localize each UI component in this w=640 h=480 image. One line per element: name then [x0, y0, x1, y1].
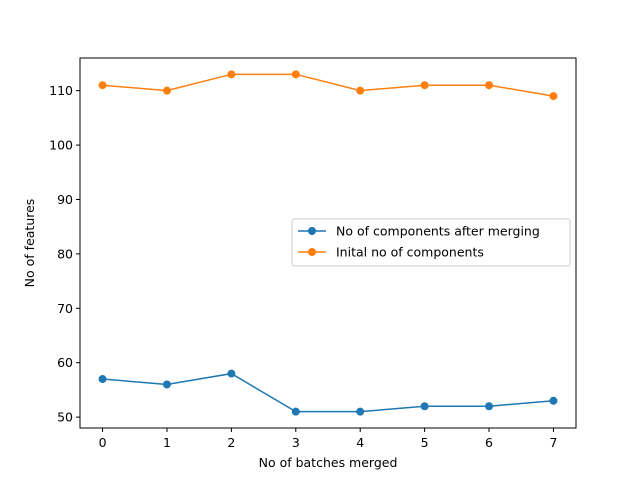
series-layer: [98, 70, 558, 416]
x-tick-label: 2: [227, 435, 235, 450]
legend-label: Inital no of components: [336, 245, 484, 260]
legend-marker: [308, 248, 316, 256]
data-point: [98, 375, 107, 384]
x-tick-label: 0: [99, 435, 107, 450]
data-point: [227, 70, 236, 79]
x-tick-label: 3: [292, 435, 300, 450]
data-point: [227, 369, 236, 378]
data-point: [420, 81, 429, 90]
y-axis-ticks: 50 60 70 80 90 100 110: [49, 83, 80, 425]
series-line-2: [102, 73, 554, 97]
y-tick-label: 70: [57, 301, 73, 316]
x-tick-label: 5: [421, 435, 429, 450]
data-point: [162, 86, 171, 95]
legend: No of components after merging Inital no …: [291, 218, 571, 267]
y-tick-label: 110: [49, 83, 73, 98]
x-tick-label: 1: [163, 435, 171, 450]
y-tick-label: 100: [49, 138, 73, 153]
y-tick-label: 90: [57, 192, 73, 207]
y-axis-title: No of features: [22, 199, 37, 288]
legend-label: No of components after merging: [336, 224, 540, 239]
legend-box: [291, 218, 571, 267]
data-point: [485, 81, 494, 90]
data-point: [485, 402, 494, 411]
x-axis-ticks: 0 1 2 3 4 5 6 7: [99, 428, 557, 450]
y-tick-label: 60: [57, 355, 73, 370]
data-point: [356, 86, 365, 95]
data-point: [549, 396, 558, 405]
legend-marker: [308, 227, 316, 235]
x-tick-label: 7: [549, 435, 557, 450]
plot-frame: [79, 57, 577, 429]
data-point: [549, 92, 558, 101]
data-point: [356, 407, 365, 416]
data-point: [162, 380, 171, 389]
data-point: [291, 407, 300, 416]
x-tick-label: 6: [485, 435, 493, 450]
x-tick-label: 4: [356, 435, 364, 450]
data-point: [291, 70, 300, 79]
y-tick-label: 80: [57, 246, 73, 261]
series-line-1: [102, 372, 554, 413]
data-point: [420, 402, 429, 411]
y-tick-label: 50: [57, 410, 73, 425]
x-axis-title: No of batches merged: [259, 455, 398, 470]
data-point: [98, 81, 107, 90]
